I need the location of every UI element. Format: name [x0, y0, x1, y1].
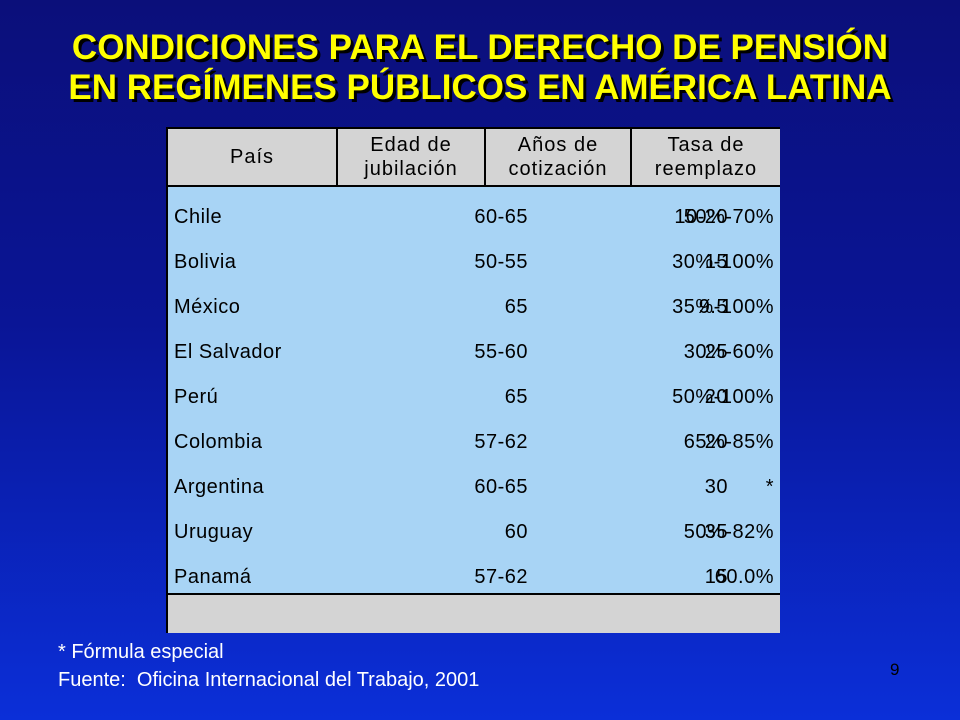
cell-anos: 9.5 [698, 295, 728, 318]
cell-edad: 65 [504, 295, 528, 318]
table-row: Perú 65 20 50%-100% [168, 375, 780, 419]
cell-edad: 60 [504, 520, 528, 543]
cell-tasa: 65%-85% [683, 430, 774, 453]
cell-tasa: 35%-100% [672, 295, 774, 318]
header-pais-label: País [229, 146, 275, 168]
pension-table: País Edad de jubilación Años de cotizaci… [166, 127, 780, 633]
footnote: * Fórmula especial [58, 641, 224, 663]
table-footer-row [168, 593, 780, 633]
header-edad-line2: jubilación [364, 158, 458, 180]
cell-tasa: 30%-60% [683, 340, 774, 363]
cell-tasa: * [765, 475, 774, 498]
cell-edad: 50-55 [474, 250, 528, 273]
header-anos: Años de cotización [486, 129, 630, 185]
cell-tasa: 50%-100% [672, 385, 774, 408]
cell-edad: 60-65 [474, 205, 528, 228]
cell-anos: 15 [704, 565, 728, 588]
header-divider [630, 129, 632, 185]
cell-anos: 25 [704, 340, 728, 363]
cell-anos: 35 [704, 520, 728, 543]
cell-pais: Colombia [174, 430, 263, 453]
header-tasa: Tasa de reemplazo [632, 129, 780, 185]
cell-pais: Bolivia [174, 250, 237, 273]
cell-anos: 30 [704, 475, 728, 498]
page-number: 9 [890, 660, 900, 679]
table-body: País Edad de jubilación Años de cotizaci… [168, 129, 780, 633]
cell-edad: 57-62 [474, 565, 528, 588]
table-row: Colombia 57-62 20 65%-85% [168, 420, 780, 464]
cell-tasa: 60.0% [714, 565, 774, 588]
header-divider [336, 129, 338, 185]
cell-tasa: 50%-70% [683, 205, 774, 228]
cell-edad: 65 [504, 385, 528, 408]
table-row: El Salvador 55-60 25 30%-60% [168, 330, 780, 374]
title-line-1: CONDICIONES PARA EL DERECHO DE PENSIÓN [71, 28, 889, 67]
title-line-2: EN REGÍMENES PÚBLICOS EN AMÉRICA LATINA [68, 68, 892, 107]
table-header: País Edad de jubilación Años de cotizaci… [168, 129, 780, 187]
header-tasa-line2: reemplazo [654, 158, 758, 180]
table-row: Uruguay 60 35 50%-82% [168, 510, 780, 554]
slide-title: CONDICIONES PARA EL DERECHO DE PENSIÓN E… [0, 28, 960, 108]
cell-pais: Panamá [174, 565, 252, 588]
table-row: México 65 9.5 35%-100% [168, 285, 780, 329]
cell-pais: México [174, 295, 241, 318]
cell-anos: 10-20 [674, 205, 728, 228]
header-tasa-line1: Tasa de [667, 134, 745, 156]
cell-anos: 20 [704, 385, 728, 408]
cell-pais: Uruguay [174, 520, 254, 543]
cell-anos: 20 [704, 430, 728, 453]
table-row: Argentina 60-65 30 * [168, 465, 780, 509]
header-divider [484, 129, 486, 185]
header-anos-line2: cotización [508, 158, 608, 180]
cell-tasa: 50%-82% [683, 520, 774, 543]
cell-pais: Perú [174, 385, 219, 408]
table-row: Bolivia 50-55 15 30%-100% [168, 240, 780, 284]
table-row: Chile 60-65 10-20 50%-70% [168, 195, 780, 239]
cell-tasa: 30%-100% [672, 250, 774, 273]
cell-pais: Argentina [174, 475, 265, 498]
cell-edad: 60-65 [474, 475, 528, 498]
header-edad: Edad de jubilación [338, 129, 484, 185]
header-pais: País [168, 129, 336, 185]
cell-edad: 57-62 [474, 430, 528, 453]
table-row: Panamá 57-62 15 60.0% [168, 555, 780, 599]
cell-anos: 15 [704, 250, 728, 273]
header-anos-line1: Años de [517, 134, 599, 156]
cell-edad: 55-60 [474, 340, 528, 363]
source-note: Fuente: Oficina Internacional del Trabaj… [58, 669, 480, 691]
cell-pais: Chile [174, 205, 223, 228]
header-edad-line1: Edad de [370, 134, 452, 156]
cell-pais: El Salvador [174, 340, 282, 363]
